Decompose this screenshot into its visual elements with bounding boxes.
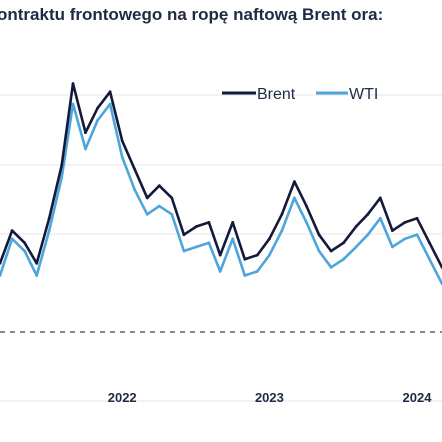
data-point-wti xyxy=(207,241,211,245)
data-point-wti xyxy=(305,221,308,224)
data-point-wti xyxy=(231,237,235,241)
data-point-wti xyxy=(108,102,112,106)
data-point-wti xyxy=(378,216,382,220)
data-point-brent xyxy=(60,163,64,167)
data-point-wti xyxy=(391,245,394,249)
legend-label-brent: Brent xyxy=(257,86,296,103)
data-point-wti xyxy=(403,237,407,241)
data-point-brent xyxy=(391,229,394,233)
data-point-brent xyxy=(10,229,14,233)
data-point-brent xyxy=(415,216,419,220)
data-point-wti xyxy=(268,253,271,257)
data-point-wti xyxy=(0,274,2,277)
data-point-brent xyxy=(120,139,124,143)
data-point-brent xyxy=(182,233,186,237)
data-point-wti xyxy=(157,204,161,208)
data-point-brent xyxy=(71,82,75,85)
data-point-wti xyxy=(47,229,51,233)
data-point-wti xyxy=(195,245,198,249)
data-point-wti xyxy=(35,274,39,277)
data-point-wti xyxy=(71,102,75,106)
data-point-wti xyxy=(428,257,431,261)
data-point-wti xyxy=(145,212,149,216)
data-point-brent xyxy=(268,237,271,241)
chart-title: ontraktu frontowego na ropę naftową Bren… xyxy=(0,5,384,24)
data-point-brent xyxy=(84,131,87,135)
data-point-brent xyxy=(96,106,99,110)
data-point-brent xyxy=(47,216,51,220)
data-point-wti xyxy=(317,249,321,253)
data-point-brent xyxy=(329,249,333,253)
x-axis-ticks: 2022 2023 2024 xyxy=(108,390,432,405)
data-point-brent xyxy=(305,204,308,208)
data-point-wti xyxy=(170,212,174,216)
data-point-wti xyxy=(60,176,64,179)
data-point-brent xyxy=(354,225,358,228)
data-point-brent xyxy=(108,90,112,94)
data-point-brent xyxy=(157,184,161,188)
series-layer xyxy=(0,82,442,286)
x-tick-label: 2022 xyxy=(108,390,137,405)
x-tick-label: 2024 xyxy=(403,390,433,405)
legend: Brent WTI xyxy=(222,86,378,103)
data-point-brent xyxy=(293,180,296,184)
data-point-brent xyxy=(145,196,149,200)
data-point-wti xyxy=(96,118,99,122)
data-point-wti xyxy=(366,233,370,237)
data-point-brent xyxy=(428,241,431,245)
data-point-wti xyxy=(415,233,419,237)
series-brent xyxy=(0,82,442,269)
data-point-wti xyxy=(280,229,284,233)
series-wti xyxy=(0,102,442,286)
data-point-brent xyxy=(243,257,247,261)
data-point-wti xyxy=(342,257,345,261)
data-point-wti xyxy=(133,188,137,192)
data-point-wti xyxy=(84,147,87,151)
series-line-brent xyxy=(0,82,442,268)
data-point-brent xyxy=(170,196,174,200)
data-point-wti xyxy=(23,249,26,253)
data-point-wti xyxy=(182,249,186,253)
data-point-wti xyxy=(243,274,247,277)
data-point-brent xyxy=(280,212,284,216)
data-point-brent xyxy=(207,221,211,224)
data-point-brent xyxy=(366,212,370,216)
data-point-brent xyxy=(403,221,407,224)
data-point-brent xyxy=(35,261,39,265)
data-point-wti xyxy=(120,155,124,159)
data-point-brent xyxy=(255,253,259,257)
data-point-wti xyxy=(218,270,222,273)
data-point-brent xyxy=(133,167,137,171)
data-point-brent xyxy=(195,225,198,228)
data-point-brent xyxy=(342,241,345,245)
data-point-brent xyxy=(0,261,2,265)
data-point-wti xyxy=(354,245,358,249)
data-point-brent xyxy=(378,196,382,200)
data-point-brent xyxy=(317,233,321,237)
data-point-wti xyxy=(329,265,333,269)
data-point-brent xyxy=(231,221,235,224)
data-point-wti xyxy=(10,237,14,241)
data-point-wti xyxy=(293,196,296,200)
data-point-brent xyxy=(23,241,26,245)
data-point-wti xyxy=(255,270,259,273)
data-point-brent xyxy=(218,253,222,257)
x-tick-label: 2023 xyxy=(255,390,284,405)
legend-label-wti: WTI xyxy=(349,86,378,103)
